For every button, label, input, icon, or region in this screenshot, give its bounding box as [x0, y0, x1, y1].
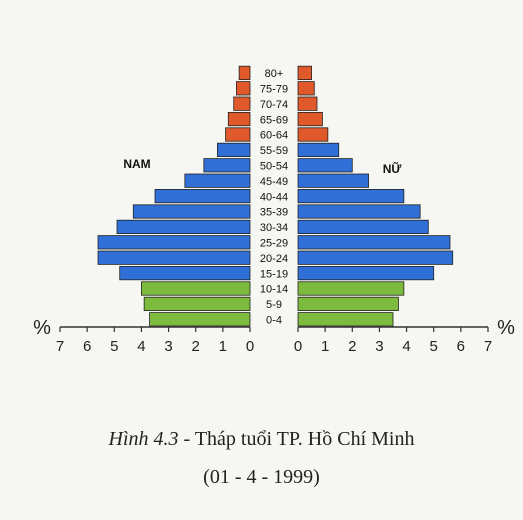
- male-bar-70-74: [233, 96, 251, 111]
- tick-label-right-4: 4: [402, 338, 410, 355]
- male-bar-30-34: [116, 219, 251, 234]
- male-bar-25-29: [97, 235, 251, 250]
- age-label-0-4: 0-4: [266, 315, 282, 327]
- age-label-20-24: 20-24: [260, 253, 288, 265]
- female-bar-5-9: [297, 296, 399, 312]
- tick-label-left-5: 5: [110, 338, 118, 355]
- male-bar-55-59: [217, 142, 251, 157]
- unit-label-left: %: [33, 317, 51, 339]
- male-bar-10-14: [141, 281, 251, 296]
- male-label: NAM: [123, 157, 150, 171]
- male-bar-75-79: [236, 81, 251, 96]
- figure-caption: Hình 4.3 - Tháp tuổi TP. Hồ Chí Minh: [0, 428, 523, 451]
- female-bar-20-24: [297, 250, 454, 265]
- female-bars: [297, 65, 454, 327]
- male-bar-40-44: [154, 188, 251, 204]
- age-label-75-79: 75-79: [260, 84, 288, 96]
- male-bar-80+: [238, 65, 251, 80]
- female-bar-45-49: [297, 173, 369, 188]
- female-bar-75-79: [297, 81, 315, 96]
- female-bar-25-29: [297, 235, 451, 250]
- male-bar-20-24: [97, 250, 251, 265]
- age-label-60-64: 60-64: [260, 130, 288, 142]
- tick-label-right-0: 0: [294, 338, 302, 355]
- age-label-50-54: 50-54: [260, 161, 288, 173]
- female-bar-35-39: [297, 204, 421, 219]
- tick-label-right-2: 2: [348, 338, 356, 355]
- male-bar-50-54: [203, 158, 251, 173]
- female-bar-50-54: [297, 158, 353, 173]
- tick-label-right-1: 1: [321, 338, 329, 355]
- male-bar-60-64: [225, 127, 251, 142]
- female-bar-30-34: [297, 219, 429, 234]
- tick-label-right-3: 3: [375, 338, 383, 355]
- female-bar-10-14: [297, 281, 405, 296]
- female-bar-55-59: [297, 142, 340, 157]
- female-bar-40-44: [297, 188, 405, 204]
- tick-label-right-5: 5: [430, 338, 438, 355]
- tick-label-left-7: 7: [56, 338, 64, 355]
- age-label-45-49: 45-49: [260, 176, 288, 188]
- female-bar-65-69: [297, 112, 323, 127]
- age-label-40-44: 40-44: [260, 191, 288, 203]
- age-group-labels: 0-4 5-9 10-14 15-19 20-24 25-29 30-34 35-39 40-4…: [260, 68, 288, 326]
- age-label-10-14: 10-14: [260, 284, 288, 296]
- male-bar-35-39: [132, 204, 251, 219]
- tick-label-left-1: 1: [219, 338, 227, 355]
- tick-label-left-0: 0: [246, 338, 254, 355]
- tick-label-left-3: 3: [164, 338, 172, 355]
- population-pyramid-chart: 0-4 5-9 10-14 15-19 20-24 25-29 30-34 35-39 40-4…: [33, 65, 515, 355]
- tick-label-right-7: 7: [484, 338, 492, 355]
- female-bar-0-4: [297, 312, 394, 327]
- age-label-25-29: 25-29: [260, 238, 288, 250]
- figure-date: (01 - 4 - 1999): [203, 466, 320, 488]
- age-label-55-59: 55-59: [260, 145, 288, 157]
- age-label-80+: 80+: [265, 68, 284, 80]
- tick-label-left-4: 4: [137, 338, 145, 355]
- female-bar-70-74: [297, 96, 318, 111]
- age-label-70-74: 70-74: [260, 99, 288, 111]
- male-bar-45-49: [184, 173, 251, 188]
- male-bar-0-4: [149, 312, 251, 327]
- female-bar-60-64: [297, 127, 329, 142]
- x-tick-labels: 0 0 1 1 2 2 3 3 4 4 5 5 6 6 7 7: [56, 327, 492, 355]
- male-bars: [97, 65, 251, 327]
- tick-label-left-2: 2: [192, 338, 200, 355]
- age-label-30-34: 30-34: [260, 222, 288, 234]
- tick-label-right-6: 6: [457, 338, 465, 355]
- female-bar-80+: [297, 65, 312, 80]
- tick-label-left-6: 6: [83, 338, 91, 355]
- male-bar-65-69: [227, 112, 251, 127]
- female-label: NỮ: [383, 161, 402, 176]
- figure-number: Hình 4.3: [108, 428, 179, 450]
- male-bar-5-9: [143, 296, 251, 312]
- age-label-65-69: 65-69: [260, 114, 288, 126]
- age-label-35-39: 35-39: [260, 207, 288, 219]
- figure-title: - Tháp tuổi TP. Hồ Chí Minh: [178, 428, 415, 450]
- unit-label-right: %: [497, 317, 515, 339]
- female-bar-15-19: [297, 265, 435, 281]
- age-label-5-9: 5-9: [266, 299, 282, 311]
- age-label-15-19: 15-19: [260, 268, 288, 280]
- male-bar-15-19: [119, 265, 251, 281]
